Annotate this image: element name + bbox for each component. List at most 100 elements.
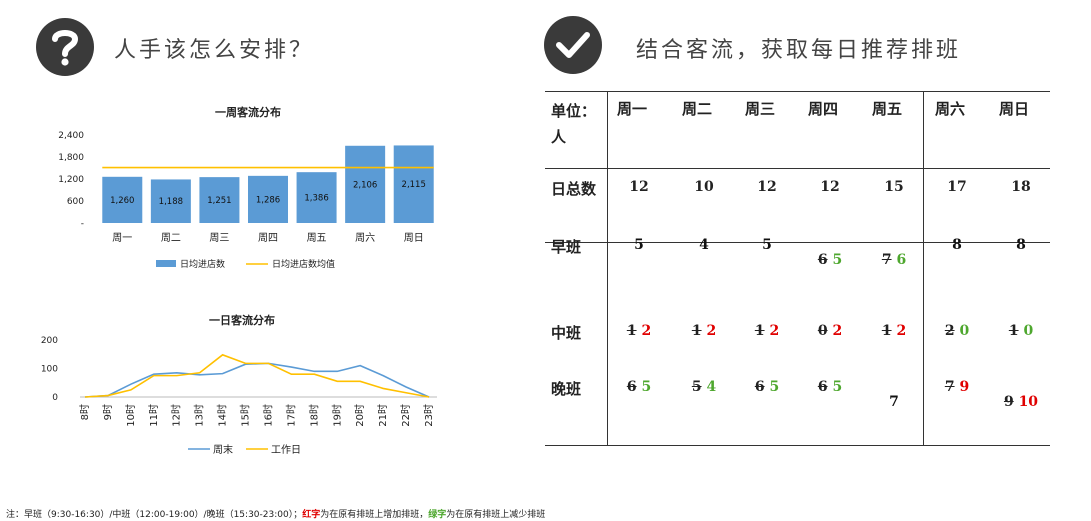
weekly-x-tick: 周四 xyxy=(258,232,278,244)
weekly-bar-label: 1,251 xyxy=(207,196,231,206)
shift-label: 早班 xyxy=(551,238,582,256)
old-count: 6 xyxy=(817,379,828,395)
daily-x-tick: 10时 xyxy=(125,404,137,427)
daily-y-tick: 0 xyxy=(52,393,58,403)
weekly-bar-label: 1,386 xyxy=(304,194,328,204)
old-count: 1 xyxy=(691,323,702,339)
total-cell: 12 xyxy=(820,179,840,195)
footnote-prefix: 注：早班（9:30-16:30）/中班（12:00-19:00）/晚班（15:3… xyxy=(6,510,303,520)
total-cell: 12 xyxy=(629,179,649,195)
right-headline: 结合客流，获取每日推荐排班 xyxy=(636,38,962,63)
new-count: 0 xyxy=(1023,323,1034,339)
weekly-bar xyxy=(150,179,191,223)
weekly-bar xyxy=(199,177,240,223)
unit-label: 单位：人 xyxy=(551,102,597,146)
new-count: 5 xyxy=(641,379,652,395)
shift-cell: 7 6 xyxy=(869,252,919,268)
new-count: 5 xyxy=(634,237,644,253)
table-bottom-rule xyxy=(545,445,1050,446)
check-circle xyxy=(544,16,602,74)
shift-cell: 1 2 xyxy=(614,323,664,339)
legend-weekday-label: 工作日 xyxy=(271,444,301,456)
daily-legend: 周末 工作日 xyxy=(188,443,301,456)
new-count: 5 xyxy=(832,379,843,395)
shift-cell: 5 4 xyxy=(679,379,729,395)
weekly-bar xyxy=(345,145,386,223)
daily-chart-title: 一日客流分布 xyxy=(209,313,275,327)
daily-x-tick: 18时 xyxy=(308,404,320,427)
day-header: 周二 xyxy=(681,100,712,118)
new-count: 5 xyxy=(832,252,843,268)
footnote-red-word: 红字 xyxy=(302,510,321,520)
new-count: 5 xyxy=(769,379,780,395)
daily-y-tick: 200 xyxy=(41,336,58,346)
weekly-bar-label: 1,188 xyxy=(159,197,183,207)
table-top-rule xyxy=(545,91,1050,92)
day-header: 周四 xyxy=(807,100,838,118)
legend-bar-swatch xyxy=(156,260,176,267)
shift-cell: 1 2 xyxy=(869,323,919,339)
shift-cell: 1 2 xyxy=(742,323,792,339)
weekly-bar-label: 2,106 xyxy=(353,180,377,190)
total-cell: 18 xyxy=(1011,179,1031,195)
weekly-bar-label: 2,115 xyxy=(402,180,426,190)
daily-x-tick: 22时 xyxy=(400,404,412,427)
weekly-x-tick: 周日 xyxy=(404,232,424,244)
shift-cell: 8 xyxy=(932,237,982,253)
new-count: 8 xyxy=(1016,237,1026,253)
shift-cell: 6 5 xyxy=(805,379,855,395)
total-cell: 10 xyxy=(694,179,714,195)
new-count: 6 xyxy=(896,252,907,268)
shift-cell: 6 5 xyxy=(742,379,792,395)
footnote-green-text: 为在原有排班上减少排班 xyxy=(446,510,546,520)
daily-x-tick: 9时 xyxy=(102,404,114,420)
new-count: 2 xyxy=(896,323,907,339)
weekly-x-tick: 周一 xyxy=(112,232,132,244)
legend-avg-label: 日均进店数均值 xyxy=(272,258,335,270)
day-header: 周三 xyxy=(744,100,775,118)
old-count: 1 xyxy=(881,323,892,339)
shift-cell: 6 5 xyxy=(614,379,664,395)
new-count: 4 xyxy=(699,237,709,253)
daily-x-tick: 19时 xyxy=(331,404,343,427)
weekly-x-tick: 周六 xyxy=(355,232,375,244)
footnote: 注：早班（9:30-16:30）/中班（12:00-19:00）/晚班（15:3… xyxy=(6,507,545,520)
daily-series-line xyxy=(84,362,430,398)
shift-cell: 1 0 xyxy=(996,323,1046,339)
new-count: 0 xyxy=(959,323,970,339)
old-count: 6 xyxy=(626,379,637,395)
shift-cell: 1 2 xyxy=(679,323,729,339)
shift-label: 晚班 xyxy=(551,380,582,398)
weekly-x-tick: 周五 xyxy=(307,232,327,244)
old-count: 1 xyxy=(754,323,765,339)
old-count: 1 xyxy=(626,323,637,339)
weekly-x-tick: 周三 xyxy=(209,232,229,244)
weekly-bar-label: 1,286 xyxy=(256,195,280,205)
old-count: 7 xyxy=(881,252,892,268)
daily-traffic-chart: 一日客流分布 200 100 0 8时 9时 10时 11时 12时 13时 14时 15时 16时… xyxy=(41,313,437,456)
shift-cell: 8 xyxy=(996,237,1046,253)
daily-y-tick: 100 xyxy=(41,365,58,375)
new-count: 5 xyxy=(762,237,772,253)
old-count: 0 xyxy=(817,323,828,339)
shift-cell: 0 2 xyxy=(805,323,855,339)
left-headline: 人手该怎么安排？ xyxy=(114,38,315,63)
daily-x-tick: 20时 xyxy=(354,404,366,427)
new-count: 2 xyxy=(832,323,843,339)
weekly-bar xyxy=(248,175,288,223)
footnote-green-word: 绿字 xyxy=(428,510,447,520)
daily-x-tick: 16时 xyxy=(262,404,274,427)
day-header: 周一 xyxy=(616,100,647,118)
old-count: 5 xyxy=(691,379,702,395)
question-icon xyxy=(52,30,79,66)
new-count: 8 xyxy=(952,237,962,253)
weekly-chart-title: 一周客流分布 xyxy=(215,105,281,119)
daily-x-tick: 13时 xyxy=(194,404,206,427)
shift-cell: 7 xyxy=(869,394,919,410)
new-count: 2 xyxy=(641,323,652,339)
daily-x-tick: 11时 xyxy=(148,404,160,427)
new-count: 9 xyxy=(959,379,970,395)
old-count: 6 xyxy=(817,252,828,268)
weekly-y-tick: 2,400 xyxy=(58,131,84,141)
weekly-bar-label: 1,260 xyxy=(110,196,134,206)
